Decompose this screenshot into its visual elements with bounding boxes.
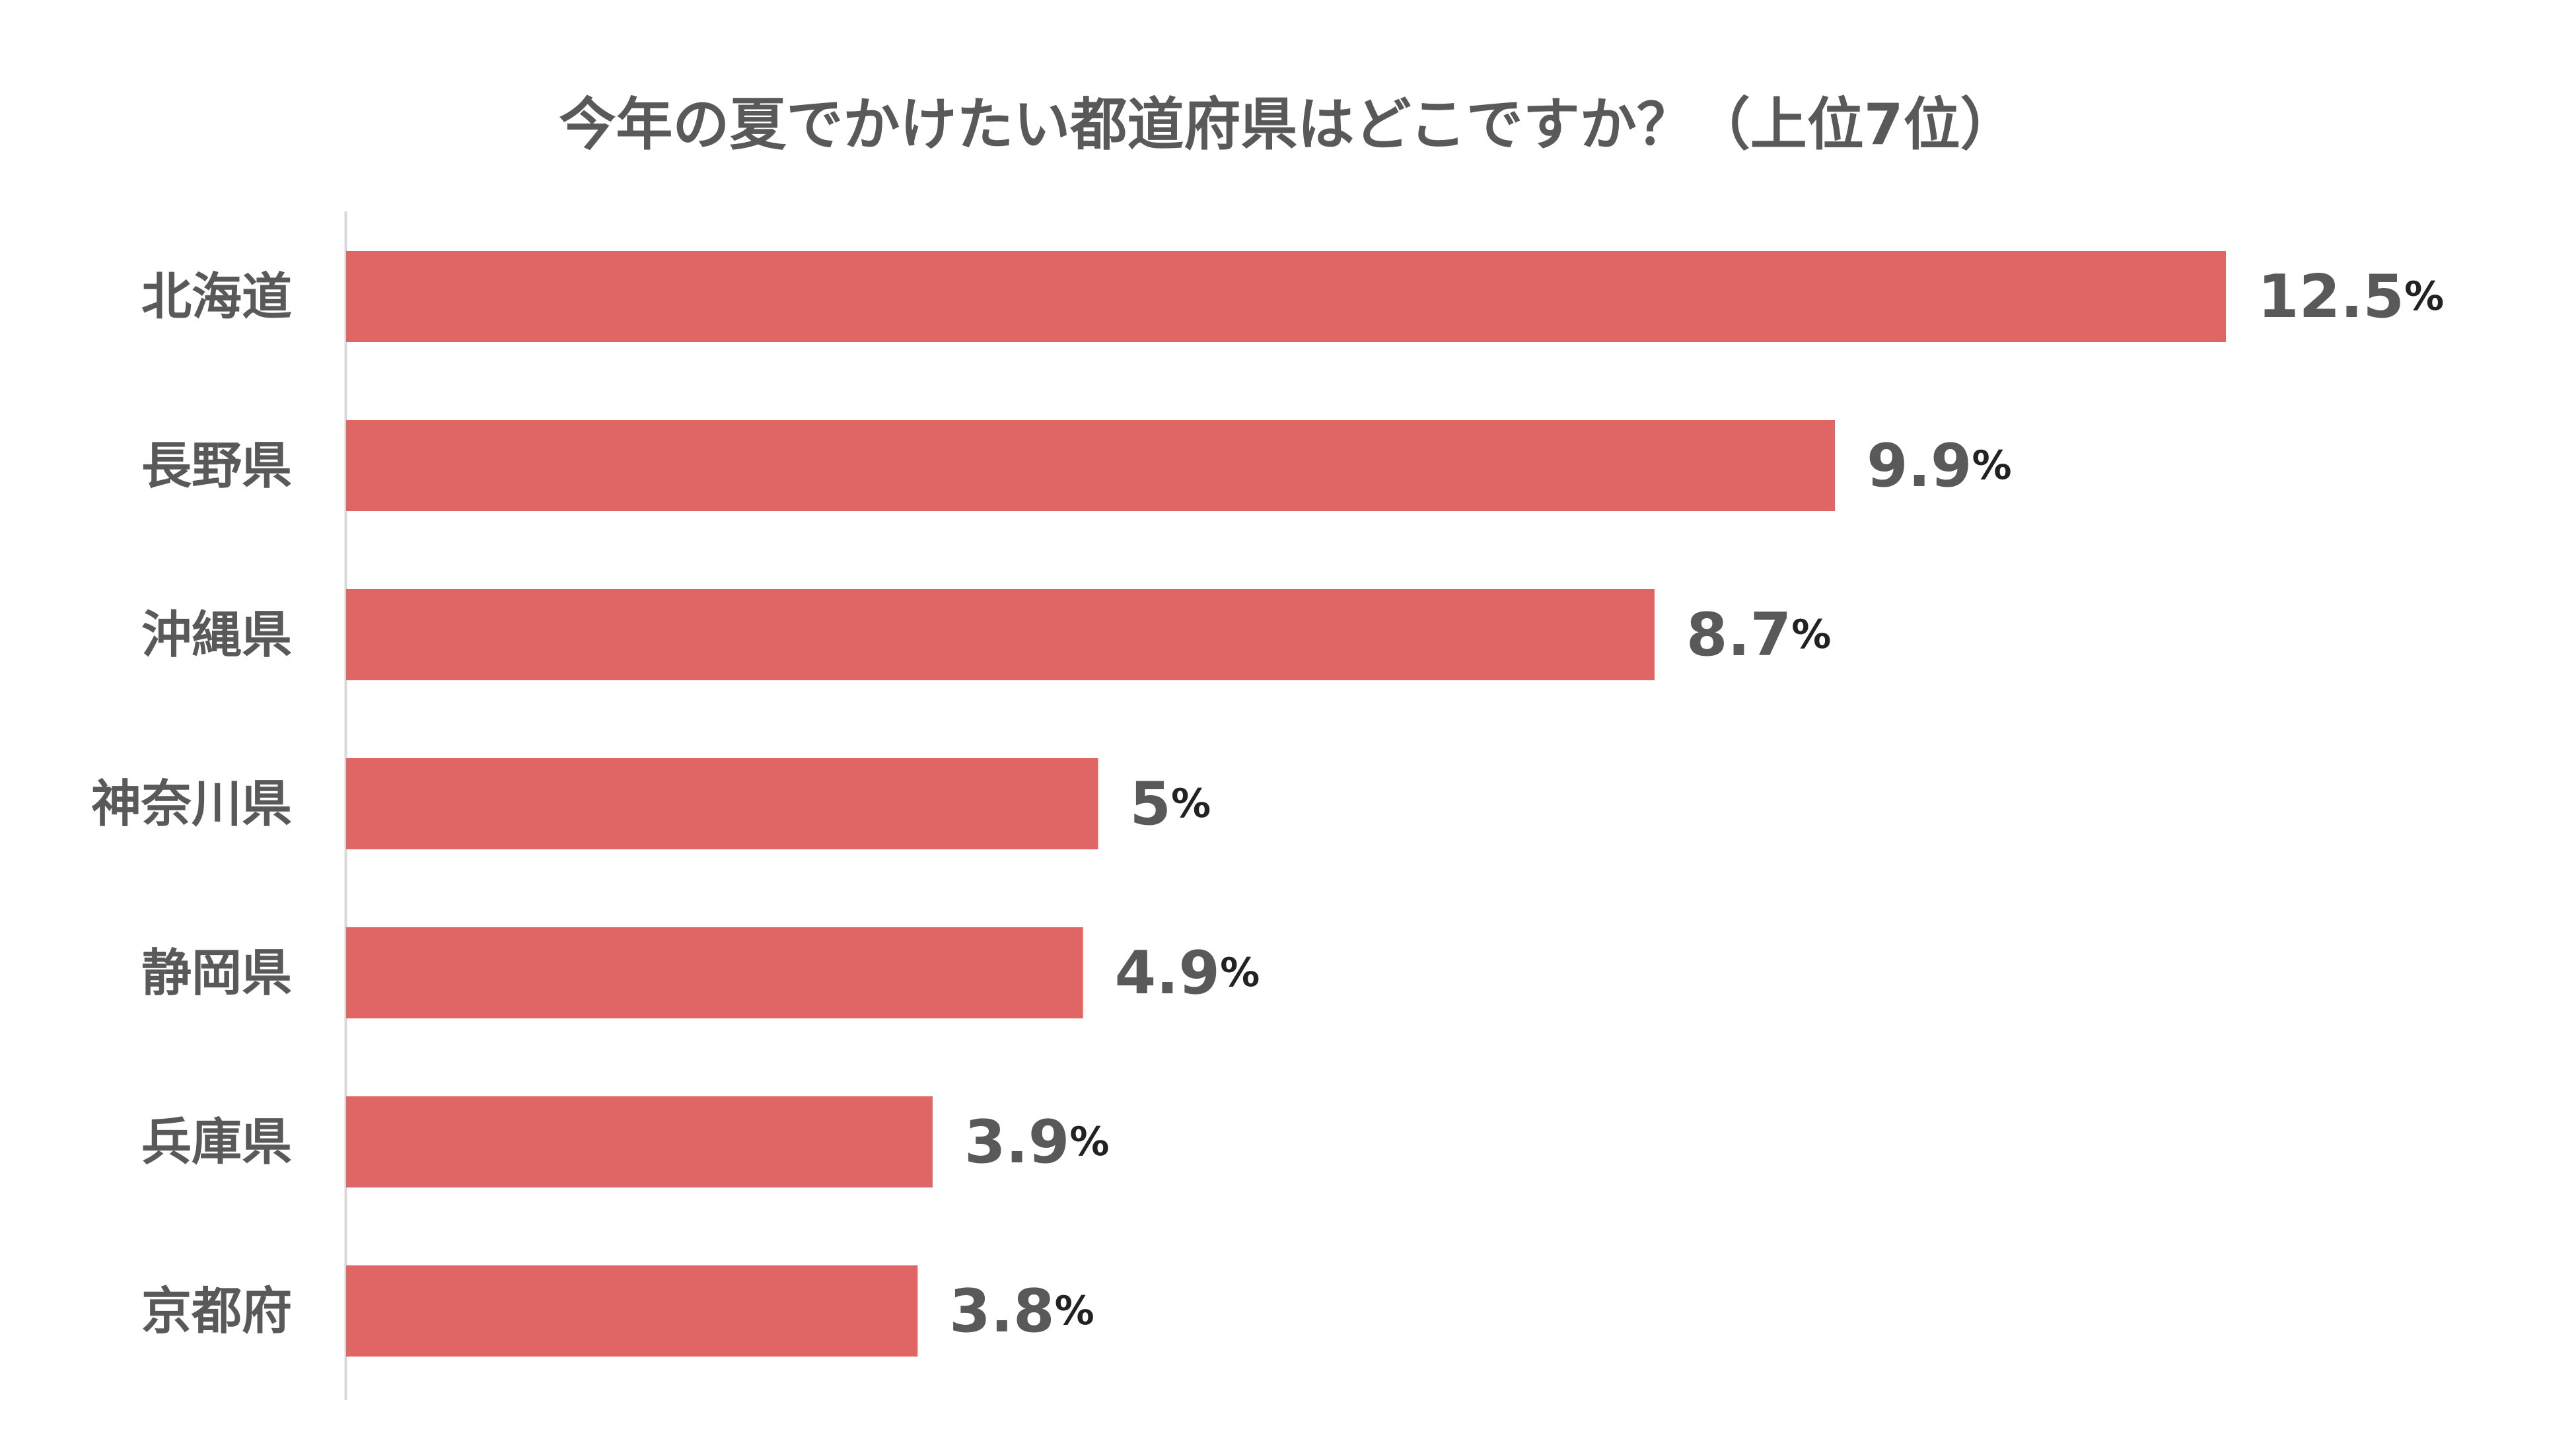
category-label: 沖縄県 [141, 606, 292, 664]
category-label: 北海道 [141, 267, 292, 326]
bar-2 [346, 420, 1836, 511]
bar-6 [346, 1096, 933, 1187]
bar-4 [346, 758, 1098, 849]
data-label: 9.9% [1867, 431, 2012, 501]
bar-5 [346, 927, 1083, 1018]
chart-title: 今年の夏でかけたい都道府県はどこですか？（上位7位） [559, 92, 2017, 158]
category-label: 神奈川県 [91, 775, 292, 833]
value-labels-layer: 12.5% 9.9% 8.7% 5% 4.9% 3.9% 3.8% [949, 262, 2444, 1346]
data-label: 5% [1129, 769, 1211, 839]
data-label: 4.9% [1115, 938, 1260, 1008]
category-label: 静岡県 [141, 944, 292, 1003]
data-label: 3.9% [964, 1108, 1110, 1177]
bar-7 [346, 1265, 918, 1357]
bars-layer [346, 251, 2226, 1357]
data-label: 12.5% [2258, 262, 2444, 332]
category-label: 兵庫県 [141, 1113, 292, 1172]
data-label: 8.7% [1686, 600, 1832, 670]
bar-1 [346, 251, 2226, 342]
data-label: 3.8% [949, 1277, 1094, 1346]
bar-3 [346, 589, 1655, 680]
category-label: 長野県 [141, 437, 292, 495]
category-label: 京都府 [141, 1282, 292, 1341]
